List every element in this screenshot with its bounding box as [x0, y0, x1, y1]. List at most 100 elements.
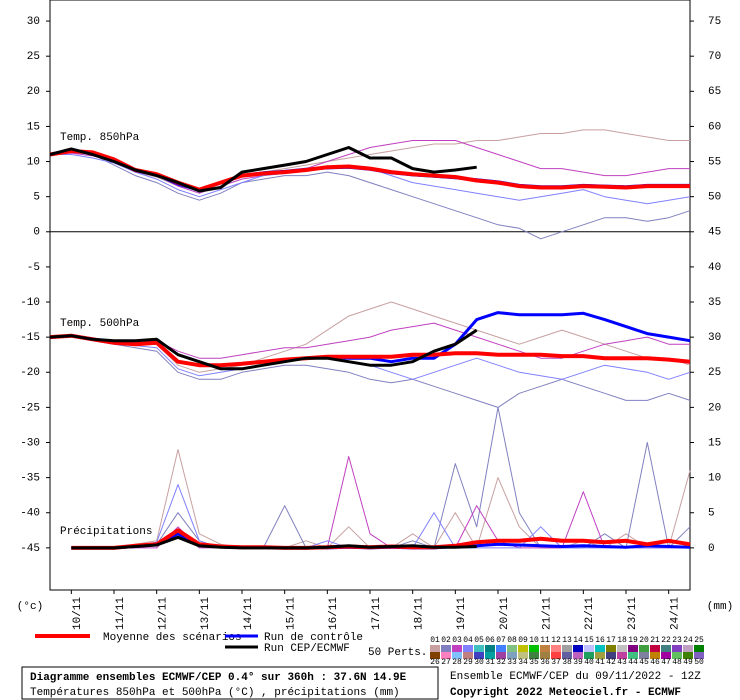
member-swatch — [606, 652, 616, 659]
panel-label: Précipitations — [60, 526, 152, 538]
y2-tick-label: 20 — [708, 402, 721, 414]
member-swatch — [584, 652, 594, 659]
x-tick-label: 18/11 — [414, 597, 426, 630]
member-label: 03 — [452, 636, 462, 645]
x-tick-label: 20/11 — [499, 597, 511, 630]
run-info: Ensemble ECMWF/CEP du 09/11/2022 - 12Z — [450, 671, 701, 683]
member-label: 42 — [606, 658, 616, 667]
y2-tick-label: 75 — [708, 16, 721, 28]
member-swatch — [628, 645, 638, 652]
x-tick-label: 17/11 — [371, 597, 383, 630]
member-swatch — [562, 645, 572, 652]
y-tick-label: 25 — [27, 51, 40, 63]
y-tick-label: 0 — [33, 227, 40, 239]
series-line — [49, 333, 691, 368]
member-swatch — [606, 645, 616, 652]
series-line — [49, 328, 478, 371]
member-swatch — [694, 652, 704, 659]
y-tick-label: -20 — [20, 367, 40, 379]
y2-tick-label: 30 — [708, 332, 721, 344]
y-tick-label: -15 — [20, 332, 40, 344]
x-tick-label: 22/11 — [584, 597, 596, 630]
x-tick-label: 10/11 — [72, 597, 84, 630]
member-swatch — [496, 652, 506, 659]
member-label: 31 — [485, 658, 495, 667]
panel-label: Temp. 850hPa — [60, 132, 140, 144]
member-label: 32 — [496, 658, 506, 667]
member-label: 41 — [595, 658, 605, 667]
member-swatch — [551, 652, 561, 659]
x-tick-label: 24/11 — [670, 597, 682, 630]
member-swatch — [639, 645, 649, 652]
x-tick-label: 19/11 — [456, 597, 468, 630]
member-swatch — [463, 645, 473, 652]
y-axis-label: (°c) — [17, 601, 43, 613]
member-swatch — [430, 645, 440, 652]
x-tick-label: 14/11 — [243, 597, 255, 630]
y2-tick-label: 45 — [708, 227, 721, 239]
x-tick-label: 12/11 — [158, 597, 170, 630]
footer-box — [21, 666, 439, 700]
member-swatch — [529, 645, 539, 652]
series-line — [49, 146, 477, 193]
member-swatch — [672, 645, 682, 652]
member-label: 02 — [441, 636, 451, 645]
member-label: 07 — [496, 636, 506, 645]
member-swatch — [650, 645, 660, 652]
y2-tick-label: 5 — [708, 508, 715, 520]
member-label: 04 — [463, 636, 473, 645]
member-label: 49 — [683, 658, 693, 667]
member-swatch — [573, 652, 583, 659]
member-label: 14 — [573, 636, 583, 645]
member-swatch — [463, 652, 473, 659]
series-line — [50, 336, 691, 408]
member-label: 33 — [507, 658, 517, 667]
member-label: 26 — [430, 658, 440, 667]
member-swatch — [507, 645, 517, 652]
member-label: 34 — [518, 658, 528, 667]
member-swatch — [485, 652, 495, 659]
x-tick-label: 21/11 — [542, 597, 554, 630]
legend-label: Moyenne des scénarios — [103, 632, 242, 644]
member-swatch — [694, 645, 704, 652]
y2-tick-label: 55 — [708, 156, 721, 168]
y2-tick-label: 65 — [708, 86, 721, 98]
member-label: 25 — [694, 636, 704, 645]
x-tick-label: 23/11 — [627, 597, 639, 630]
x-tick-label: 15/11 — [286, 597, 298, 630]
y-tick-label: -30 — [20, 437, 40, 449]
member-label: 29 — [463, 658, 473, 667]
member-swatch — [551, 645, 561, 652]
member-swatch — [518, 652, 528, 659]
member-swatch — [485, 645, 495, 652]
member-label: 36 — [540, 658, 550, 667]
members-label: 50 Perts. — [368, 647, 427, 659]
y2-tick-label: 50 — [708, 192, 721, 204]
y2-tick-label: 40 — [708, 262, 721, 274]
member-label: 22 — [661, 636, 671, 645]
member-label: 13 — [562, 636, 572, 645]
y-tick-label: 10 — [27, 156, 40, 168]
member-swatch — [683, 645, 693, 652]
member-swatch — [595, 652, 605, 659]
member-swatch — [639, 652, 649, 659]
member-swatch — [496, 645, 506, 652]
member-label: 19 — [628, 636, 638, 645]
y2-tick-label: 60 — [708, 121, 721, 133]
member-label: 17 — [606, 636, 616, 645]
member-swatch — [595, 645, 605, 652]
panel-label: Temp. 500hPa — [60, 318, 140, 330]
member-label: 16 — [595, 636, 605, 645]
member-swatch — [518, 645, 528, 652]
member-swatch — [628, 652, 638, 659]
y-tick-label: -40 — [20, 508, 40, 520]
member-label: 27 — [441, 658, 451, 667]
y-tick-label: -5 — [27, 262, 40, 274]
member-label: 30 — [474, 658, 484, 667]
footer-title: Diagramme ensembles ECMWF/CEP 0.4° sur 3… — [30, 672, 407, 684]
y-tick-label: 15 — [27, 121, 40, 133]
y2-tick-label: 70 — [708, 51, 721, 63]
x-tick-label: 11/11 — [115, 597, 127, 630]
y-tick-label: 5 — [33, 192, 40, 204]
